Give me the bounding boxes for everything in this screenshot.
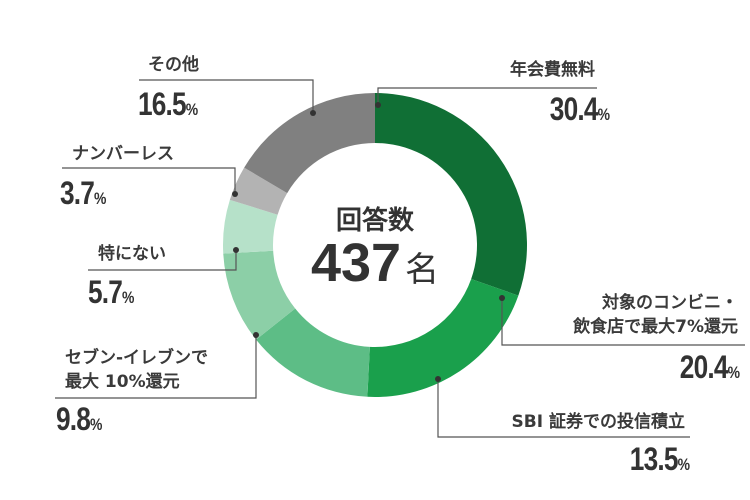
- donut-segment: [375, 93, 527, 296]
- donut-segment: [223, 250, 296, 340]
- leader-s6: [139, 79, 314, 113]
- donut-segment: [244, 93, 375, 194]
- leader-s1: [501, 298, 745, 346]
- label-annual-fee-free: 年会費無料: [510, 60, 595, 80]
- center-title: 回答数: [335, 206, 414, 236]
- pct-seven-eleven-10pct: 9.8%: [56, 401, 103, 437]
- pct-sbi-investment: 13.5%: [629, 441, 690, 477]
- pct-numberless: 3.7%: [60, 175, 107, 211]
- donut-segment: [229, 167, 288, 215]
- leader-s0: [377, 87, 597, 105]
- label-sbi-investment: SBI 証券での投信積立: [511, 412, 685, 432]
- label-other: その他: [148, 55, 199, 75]
- leader-s5: [62, 167, 236, 194]
- leader-s2: [437, 379, 690, 438]
- label-nothing-special: 特にない: [98, 244, 166, 264]
- pct-annual-fee-free: 30.4%: [549, 91, 610, 127]
- center-count: 437 名: [310, 233, 440, 293]
- leader-s4: [88, 250, 237, 271]
- donut-segment: [223, 199, 278, 254]
- donut-segment: [367, 278, 519, 397]
- pct-other: 16.5%: [138, 86, 199, 122]
- leader-s3: [55, 335, 257, 399]
- donut-segment: [256, 308, 370, 397]
- pct-nothing-special: 5.7%: [88, 274, 135, 310]
- label-seven-eleven-10pct: セブン-イレブンで 最大 10%還元: [65, 348, 209, 392]
- label-convenience-7pct: 対象のコンビニ・ 飲食店で最大7%還元: [573, 293, 738, 337]
- label-numberless: ナンバーレス: [72, 144, 174, 164]
- pct-convenience-7pct: 20.4%: [679, 349, 740, 385]
